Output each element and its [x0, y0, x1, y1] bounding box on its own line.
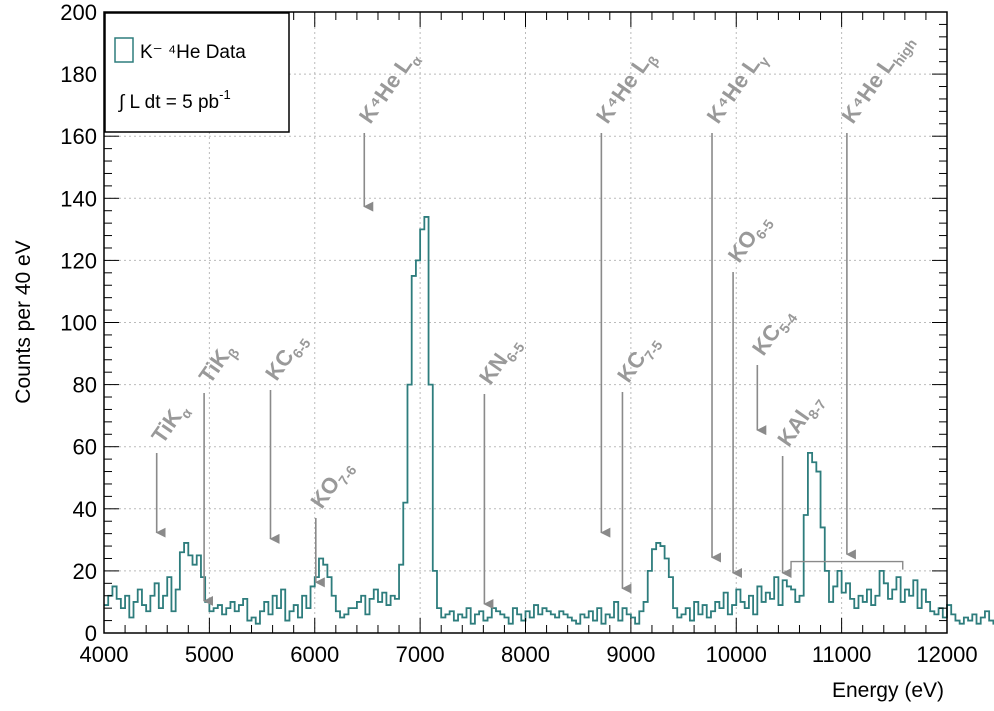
annotation-label-sub: high — [890, 36, 920, 69]
legend-entry-label: K⁻ ⁴He Data — [140, 42, 246, 63]
annotation-label-main: K⁴He L — [591, 53, 654, 128]
y-tick-label: 60 — [73, 435, 97, 460]
annotation-label: TiKβ — [194, 337, 243, 390]
annotation-label: KAl8-7 — [772, 389, 829, 453]
legend-lumi: ∫ L dt = 5 pb-1 — [118, 87, 231, 113]
annotation-label: TiKα — [146, 397, 195, 450]
y-axis-title: Counts per 40 eV — [12, 240, 35, 403]
x-tick-label: 10000 — [706, 642, 767, 667]
annotation-label: K⁴He Lhigh — [837, 28, 920, 130]
annotation-label: KC6-5 — [260, 328, 314, 387]
y-tick-label: 100 — [60, 311, 97, 336]
x-tick-label: 6000 — [290, 642, 339, 667]
annotation-label-main: K⁴He L — [354, 53, 417, 128]
y-tick-label: 80 — [73, 373, 97, 398]
annotation-label: K⁴He Lγ — [702, 46, 773, 130]
annotation-label: KO7-6 — [305, 455, 359, 515]
legend-box — [104, 12, 290, 133]
y-tick-label: 140 — [60, 186, 97, 211]
y-tick-label: 200 — [60, 0, 97, 25]
x-tick-label: 11000 — [812, 642, 872, 667]
y-tick-label: 0 — [85, 621, 97, 646]
legend-swatch — [114, 37, 134, 63]
x-tick-label: 4000 — [80, 642, 129, 667]
y-tick-label: 40 — [73, 497, 97, 522]
y-tick-label: 20 — [73, 559, 97, 584]
high-bracket — [790, 560, 904, 570]
annotation-label: K⁴He Lβ — [591, 45, 663, 130]
legend: K⁻ ⁴He Data ∫ L dt = 5 pb-1 — [104, 12, 290, 133]
legend-lumi-prefix: ∫ L dt = 5 pb — [118, 92, 219, 113]
annotation-label-main: K⁴He L — [837, 53, 900, 128]
x-tick-label: 7000 — [396, 642, 445, 667]
axes: 4000 5000 6000 7000 8000 9000 10000 11000 12000 0… — [60, 0, 977, 667]
annotation-label: KC7-5 — [612, 330, 666, 389]
legend-lumi-sup: -1 — [219, 87, 231, 102]
y-tick-label: 120 — [60, 248, 97, 273]
y-tick-label: 180 — [60, 62, 97, 87]
y-tick-label: 160 — [60, 124, 97, 149]
annotation-label-main: K⁴He L — [702, 53, 765, 128]
series-layer — [104, 216, 994, 625]
x-tick-label: 12000 — [916, 642, 977, 667]
x-tick-label: 8000 — [501, 642, 550, 667]
annotation-label: K⁴He Lα — [354, 45, 426, 130]
annotation-label: KC5-4 — [747, 303, 801, 362]
histogram-line — [104, 216, 994, 625]
grid — [104, 12, 947, 633]
x-axis-title: Energy (eV) — [832, 679, 944, 702]
x-tick-label: 9000 — [606, 642, 655, 667]
annotation-label: KN6-5 — [474, 332, 528, 391]
x-tick-label: 5000 — [185, 642, 234, 667]
